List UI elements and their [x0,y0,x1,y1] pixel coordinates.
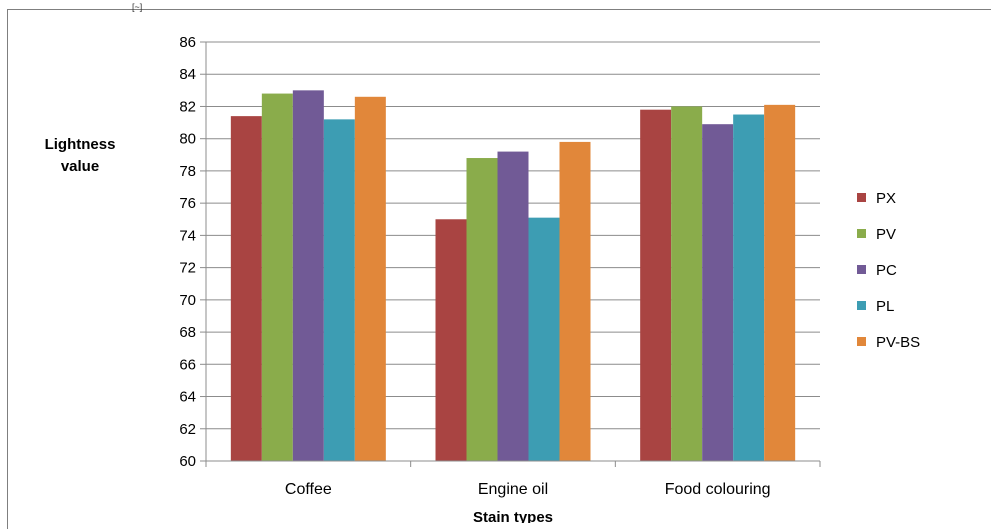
y-tick-label: 82 [179,98,196,115]
y-tick-label: 66 [179,356,196,373]
bar-pc-coffee [292,90,324,461]
bar-px-coffee [230,116,262,461]
legend-label-pl: PL [876,298,894,315]
y-axis-label-line2: value [61,158,99,175]
bar-pv-bs-coffee [354,96,386,462]
legend-swatch-pv-bs [857,337,866,346]
legend-label-px: PX [876,190,896,207]
legend-swatch-pc [857,265,866,274]
y-axis-label-line1: Lightness [45,136,116,153]
y-tick-label: 68 [179,324,196,341]
legend-label-pv-bs: PV-BS [876,334,920,351]
x-category-label: Food colouring [665,481,771,498]
bars [230,90,796,462]
y-tick-label: 64 [179,389,196,406]
bar-pv-food-colouring [671,106,703,461]
y-tick-label: 74 [179,227,196,244]
legend-label-pv: PV [876,226,896,243]
y-tick-labels: 60 62 64 66 68 70 72 74 76 78 80 82 84 86 [179,34,196,470]
y-tick-label: 84 [179,66,196,83]
y-tick-label: 62 [179,421,196,438]
legend-label-pc: PC [876,262,897,279]
y-tick-label: 60 [179,453,196,470]
y-tick-label: 78 [179,163,196,180]
legend: PX PV PC PL PV-BS [857,190,920,351]
y-tick-label: 86 [179,34,196,51]
x-category-label: Coffee [285,481,332,498]
axes [200,41,821,467]
y-tick-label: 72 [179,260,196,277]
bar-pl-engine-oil [528,217,560,461]
bar-pl-coffee [323,119,355,461]
bar-pl-food-colouring [733,114,765,462]
y-tick-label: 80 [179,131,196,148]
x-axis-label: Stain types [473,509,553,523]
corner-mark: [~] [132,2,143,12]
bar-px-engine-oil [435,219,467,461]
legend-swatch-pv [857,229,866,238]
y-tick-label: 70 [179,292,196,309]
chart-frame [7,9,991,529]
x-category-labels: Coffee Engine oil Food colouring [285,481,771,498]
bar-pc-food-colouring [702,124,734,461]
bar-pv-bs-food-colouring [764,104,796,461]
bar-px-food-colouring [640,109,672,461]
bar-pv-bs-engine-oil [559,141,591,461]
bar-pv-engine-oil [466,158,498,461]
legend-swatch-px [857,193,866,202]
y-tick-label: 76 [179,195,196,212]
legend-swatch-pl [857,301,866,310]
bar-pv-coffee [261,93,293,462]
x-category-label: Engine oil [478,481,548,498]
bar-pc-engine-oil [497,151,529,462]
